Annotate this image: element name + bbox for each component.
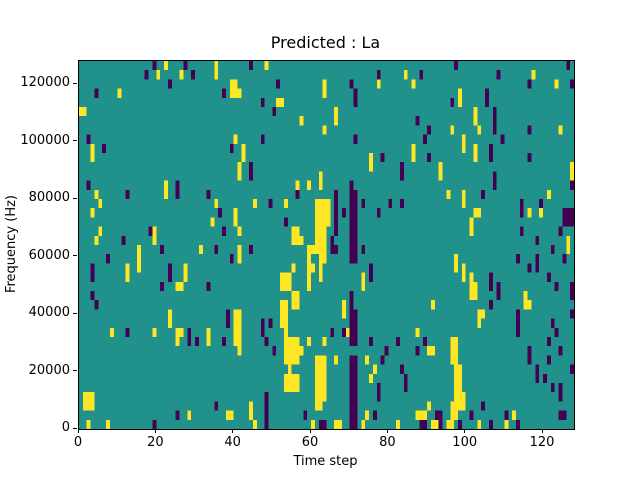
y-tick-mark — [73, 312, 77, 314]
x-tick-mark — [464, 429, 466, 433]
y-tick-mark — [73, 82, 77, 84]
x-tick-mark — [309, 429, 311, 433]
y-tick-mark — [73, 370, 77, 371]
x-axis-label: Time step — [293, 454, 358, 469]
y-tick-label: 120000 — [20, 75, 70, 90]
y-tick-mark — [73, 255, 77, 256]
x-tick-mark — [232, 429, 234, 433]
heatmap-image — [79, 61, 574, 429]
x-tick-label: 0 — [73, 435, 83, 450]
y-tick-mark — [73, 427, 77, 429]
x-tick-mark — [77, 429, 79, 433]
y-tick-label: 40000 — [28, 305, 70, 320]
x-tick-label: 20 — [147, 435, 164, 450]
y-tick-label: 60000 — [28, 247, 70, 263]
x-tick-mark — [541, 429, 543, 433]
plot-area — [78, 60, 575, 430]
x-tick-mark — [154, 429, 156, 433]
y-axis-label: Frequency (Hz) — [3, 194, 19, 294]
y-tick-mark — [73, 197, 77, 199]
y-tick-mark — [73, 140, 77, 141]
y-tick-label: 0 — [61, 420, 70, 435]
y-tick-label: 100000 — [20, 132, 70, 148]
x-tick-label: 40 — [224, 435, 241, 450]
x-tick-label: 100 — [452, 435, 478, 450]
chart-title: Predicted : La — [270, 33, 381, 52]
y-tick-label: 20000 — [28, 362, 70, 378]
x-tick-mark — [386, 429, 388, 433]
x-tick-label: 80 — [379, 435, 396, 450]
y-tick-label: 80000 — [28, 190, 70, 205]
x-tick-label: 120 — [529, 435, 555, 450]
x-tick-label: 60 — [301, 435, 319, 450]
